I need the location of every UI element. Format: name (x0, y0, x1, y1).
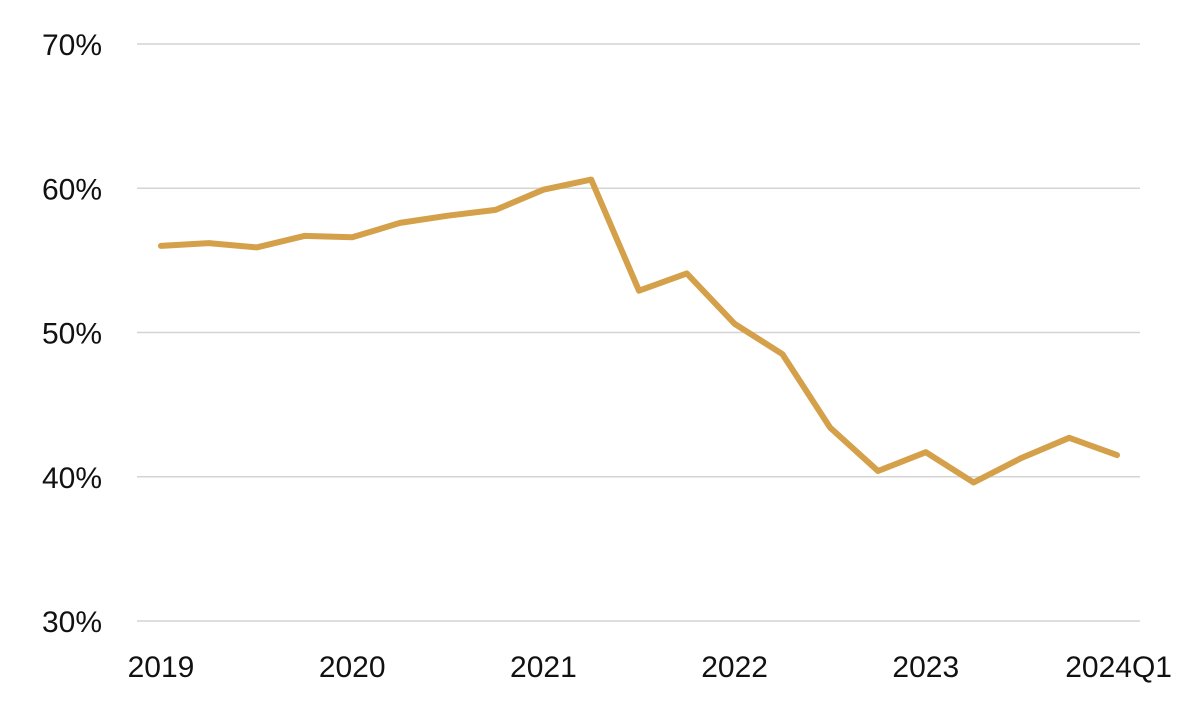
x-tick-label: 2023 (892, 651, 959, 684)
x-tick-label: 2022 (701, 651, 768, 684)
data-point (923, 449, 929, 455)
y-tick-label: 40% (42, 462, 102, 495)
data-point (732, 321, 738, 327)
data-point (158, 243, 164, 249)
data-point (636, 288, 642, 294)
data-point (540, 187, 546, 193)
x-tick-label: 2020 (319, 651, 386, 684)
data-point (588, 177, 594, 183)
y-axis: 30% 40% 50% 60% 70% (42, 29, 102, 639)
data-point (445, 213, 451, 219)
gridlines (137, 43, 1140, 622)
data-point (493, 207, 499, 213)
x-tick-label: 2021 (510, 651, 577, 684)
data-point (971, 480, 977, 486)
data-point (254, 244, 260, 250)
data-point (827, 425, 833, 431)
y-tick-label: 50% (42, 318, 102, 351)
y-tick-label: 30% (42, 606, 102, 639)
data-point (1066, 435, 1072, 441)
data-point (1018, 455, 1024, 461)
y-tick-label: 60% (42, 173, 102, 206)
plot-area (158, 176, 1120, 486)
data-point (301, 233, 307, 239)
data-point (684, 270, 690, 276)
data-point (875, 468, 881, 474)
data-point (1114, 452, 1120, 458)
y-tick-label: 70% (42, 29, 102, 62)
x-axis: 2019 2020 2021 2022 2023 2024Q1 (128, 651, 1172, 684)
data-point (206, 240, 212, 246)
data-point (779, 351, 785, 357)
data-point (349, 234, 355, 240)
series-line (158, 176, 1120, 486)
data-point (397, 220, 403, 226)
x-tick-label: 2024Q1 (1065, 651, 1172, 684)
x-tick-label: 2019 (128, 651, 195, 684)
